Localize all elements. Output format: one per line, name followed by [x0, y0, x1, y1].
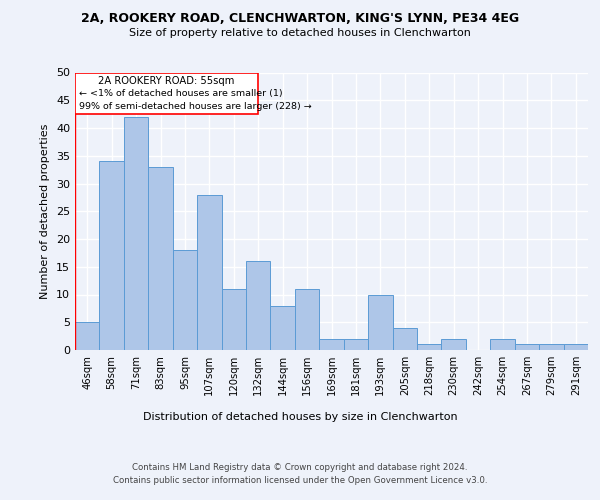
Text: 99% of semi-detached houses are larger (228) →: 99% of semi-detached houses are larger (… [79, 102, 311, 112]
Text: 2A ROOKERY ROAD: 55sqm: 2A ROOKERY ROAD: 55sqm [98, 76, 235, 86]
Bar [75, 322, 100, 350]
Bar [295, 289, 319, 350]
Bar [221, 289, 246, 350]
Bar [100, 162, 124, 350]
Bar [148, 167, 173, 350]
Bar [368, 294, 392, 350]
Bar [392, 328, 417, 350]
Text: Contains HM Land Registry data © Crown copyright and database right 2024.: Contains HM Land Registry data © Crown c… [132, 462, 468, 471]
Text: Size of property relative to detached houses in Clenchwarton: Size of property relative to detached ho… [129, 28, 471, 38]
Bar [173, 250, 197, 350]
FancyBboxPatch shape [75, 72, 258, 114]
Bar [197, 194, 221, 350]
Bar [246, 261, 271, 350]
Text: 2A, ROOKERY ROAD, CLENCHWARTON, KING'S LYNN, PE34 4EG: 2A, ROOKERY ROAD, CLENCHWARTON, KING'S L… [81, 12, 519, 26]
Bar [271, 306, 295, 350]
Text: Distribution of detached houses by size in Clenchwarton: Distribution of detached houses by size … [143, 412, 457, 422]
Text: Contains public sector information licensed under the Open Government Licence v3: Contains public sector information licen… [113, 476, 487, 485]
Bar [319, 339, 344, 350]
Bar [344, 339, 368, 350]
Bar [539, 344, 563, 350]
Bar [124, 117, 148, 350]
Bar [490, 339, 515, 350]
Bar [515, 344, 539, 350]
Text: ← <1% of detached houses are smaller (1): ← <1% of detached houses are smaller (1) [79, 88, 282, 98]
Bar [563, 344, 588, 350]
Bar [417, 344, 442, 350]
Bar [442, 339, 466, 350]
Y-axis label: Number of detached properties: Number of detached properties [40, 124, 50, 299]
